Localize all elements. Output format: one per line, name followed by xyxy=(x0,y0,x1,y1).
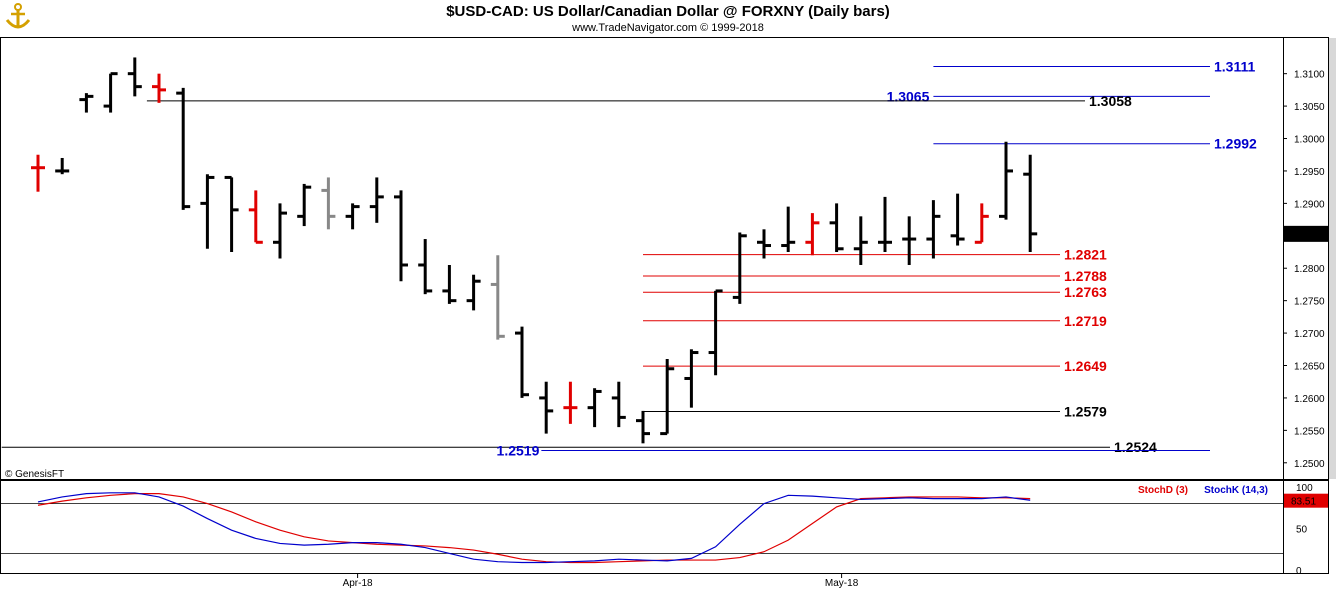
stoch-tick-label: 50 xyxy=(1296,525,1308,536)
level-label: 1.2719 xyxy=(1064,313,1107,329)
ohlc-bar xyxy=(103,72,118,113)
level-label: 1.2821 xyxy=(1064,247,1107,263)
chart-title: $USD-CAD: US Dollar/Canadian Dollar @ FO… xyxy=(446,3,890,20)
ohlc-bar xyxy=(829,203,844,253)
ohlc-bar xyxy=(974,203,989,244)
ohlc-bar xyxy=(902,216,917,265)
level-label: 1.3111 xyxy=(1214,59,1255,75)
price-tick-label: 1.2600 xyxy=(1294,394,1325,405)
level-label: 1.2992 xyxy=(1214,136,1257,152)
ohlc-bar xyxy=(490,255,505,340)
date-tick-label: May-18 xyxy=(825,578,859,589)
ohlc-bar xyxy=(587,388,602,428)
ohlc-bar xyxy=(273,203,287,259)
ohlc-bar xyxy=(394,190,408,282)
ohlc-bar xyxy=(539,381,554,434)
level-label: 1.2579 xyxy=(1064,404,1107,420)
ohlc-bar xyxy=(781,206,796,253)
chart-subtitle: www.TradeNavigator.com © 1999-2018 xyxy=(571,22,764,34)
ohlc-bar xyxy=(176,87,191,210)
price-tick-label: 1.2700 xyxy=(1294,329,1325,340)
stoch-series-line xyxy=(37,493,1031,564)
ohlc-bar xyxy=(418,239,433,295)
stoch-last-value-box xyxy=(1284,493,1328,508)
ohlc-bar xyxy=(127,57,142,97)
ohlc-bar xyxy=(636,410,650,444)
ohlc-bar xyxy=(55,157,70,175)
price-tick-label: 1.2650 xyxy=(1294,362,1325,373)
price-tick-label: 1.3050 xyxy=(1294,102,1325,113)
level-label: 1.2788 xyxy=(1064,268,1107,284)
legend-stochd: StochD (3) xyxy=(1138,485,1188,496)
level-label: 1.2763 xyxy=(1064,284,1107,300)
ohlc-bar xyxy=(466,274,481,311)
ohlc-bar xyxy=(321,177,336,230)
level-label: 1.2649 xyxy=(1064,358,1107,374)
last-price-box xyxy=(1284,225,1328,242)
ohlc-bar xyxy=(297,183,312,227)
level-label: 1.2519 xyxy=(497,442,540,458)
ohlc-bar xyxy=(563,381,578,424)
ohlc-bar xyxy=(805,213,820,256)
ohlc-bar xyxy=(732,232,747,304)
ohlc-bar xyxy=(224,175,239,253)
ohlc-bar xyxy=(200,174,215,249)
ohlc-bar xyxy=(853,216,868,265)
ohlc-bar xyxy=(660,359,675,436)
price-tick-label: 1.2800 xyxy=(1294,264,1325,275)
stoch-series-line xyxy=(37,492,1031,564)
legend-stochk: StochK (14,3) xyxy=(1204,485,1268,496)
ohlc-bar xyxy=(79,93,94,113)
ohlc-bar xyxy=(442,264,457,304)
last-price-label: 1.2853 xyxy=(1291,230,1322,241)
ohlc-bar xyxy=(757,229,771,259)
ohlc-bars xyxy=(31,57,1038,444)
price-tick-label: 1.2950 xyxy=(1294,167,1325,178)
stoch-tick-label: 0 xyxy=(1296,566,1302,577)
ohlc-bar xyxy=(515,326,529,398)
scroll-up-button[interactable] xyxy=(1329,38,1336,479)
price-tick-label: 1.3000 xyxy=(1294,135,1325,146)
header: $USD-CAD: US Dollar/Canadian Dollar @ FO… xyxy=(4,2,890,34)
price-axis-frame xyxy=(1283,37,1329,480)
ohlc-bar xyxy=(708,289,723,376)
price-axis: 1.31001.30501.30001.29501.29001.28501.28… xyxy=(1283,70,1328,470)
ohlc-bar xyxy=(248,190,263,244)
ohlc-bar xyxy=(152,73,166,103)
ohlc-bar xyxy=(999,141,1013,220)
date-axis: Apr-18 May-18 xyxy=(343,574,859,589)
anchor-icon xyxy=(4,2,32,32)
stoch-axis: 100 50 0 83.51 xyxy=(1284,483,1328,577)
price-tick-label: 1.2550 xyxy=(1294,426,1325,437)
ohlc-bar xyxy=(31,154,45,192)
ohlc-bar xyxy=(369,177,384,223)
ohlc-bar xyxy=(345,203,360,230)
ohlc-bar xyxy=(926,200,941,259)
stoch-lines xyxy=(1,492,1283,564)
ohlc-bar xyxy=(1023,154,1038,253)
ohlc-bar xyxy=(878,196,892,253)
ohlc-bar xyxy=(684,349,699,408)
watermark: © GenesisFT xyxy=(5,469,64,480)
level-label: 1.3058 xyxy=(1089,93,1132,109)
level-label: 1.2524 xyxy=(1114,439,1157,455)
ohlc-bar xyxy=(950,193,965,246)
date-tick-label: Apr-18 xyxy=(343,578,373,589)
price-tick-label: 1.2500 xyxy=(1294,459,1325,470)
price-tick-label: 1.2750 xyxy=(1294,297,1325,308)
price-tick-label: 1.3100 xyxy=(1294,70,1325,81)
price-panel-frame xyxy=(0,37,1284,480)
stoch-last-value-label: 83.51 xyxy=(1291,497,1316,508)
level-label: 1.3065 xyxy=(887,88,930,104)
price-tick-label: 1.2900 xyxy=(1294,199,1325,210)
ohlc-bar xyxy=(611,381,626,428)
stoch-tick-label: 100 xyxy=(1296,483,1313,494)
